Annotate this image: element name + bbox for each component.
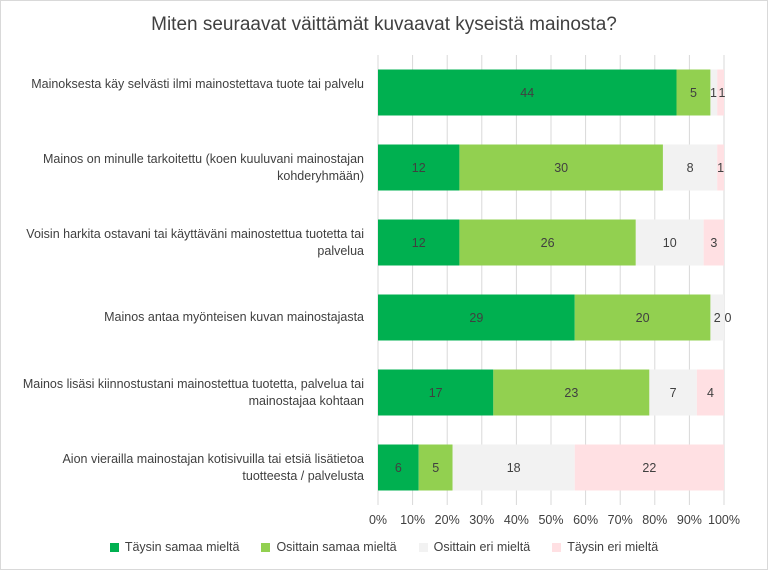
category-label: Mainos on minulle tarkoitettu (koen kuul… [42,151,364,183]
data-label: 5 [690,86,697,100]
chart-legend: Täysin samaa mieltä Osittain samaa mieltä… [0,540,768,554]
data-label: 30 [554,161,568,175]
data-label: 44 [520,86,534,100]
data-label: 12 [412,161,426,175]
legend-item: Täysin samaa mieltä [109,540,240,554]
data-label: 3 [710,236,717,250]
data-label: 2 [714,311,721,325]
data-label: 20 [636,311,650,325]
bar-segment [717,69,724,116]
bar-segment [378,444,419,491]
data-label: 22 [642,461,656,475]
x-tick-label: 20% [435,513,460,527]
data-label: 1 [717,161,724,175]
legend-item: Osittain eri mieltä [418,540,531,554]
data-label: 1 [719,86,726,100]
bar-segment [452,444,575,491]
data-label: 0 [725,311,732,325]
chart-title: Miten seuraavat väittämät kuvaavat kysei… [151,14,617,35]
x-tick-label: 90% [677,513,702,527]
data-label: 23 [564,386,578,400]
legend-swatch [261,542,271,552]
bar-segment [378,144,460,191]
data-label: 7 [670,386,677,400]
bar-segment [418,444,453,491]
legend-swatch [109,542,119,552]
x-tick-label: 40% [504,513,529,527]
legend-label: Osittain eri mieltä [433,540,531,554]
bar-segment [662,144,718,191]
bar-segment [459,144,663,191]
legend-label: Täysin eri mieltä [567,540,659,554]
data-label: 1 [710,86,717,100]
bar-segment [574,294,711,341]
data-label: 4 [707,386,714,400]
bar-segment [635,219,704,266]
bar-segment [378,369,494,416]
legend-item: Täysin eri mieltä [552,540,658,554]
bar-segment [676,69,711,116]
bar-segment [717,144,724,191]
legend-swatch [418,542,428,552]
bar-segment [493,369,650,416]
data-label: 29 [469,311,483,325]
legend-item: Osittain samaa mieltä [261,540,397,554]
bar-segment [378,294,575,341]
x-tick-label: 0% [369,513,387,527]
legend-label: Osittain samaa mieltä [276,540,397,554]
bar-segment [696,369,724,416]
category-label: Voisin harkita ostavani tai käyttäväni m… [26,226,364,258]
data-label: 26 [541,236,555,250]
x-tick-label: 60% [573,513,598,527]
bar-segment [710,69,718,116]
data-label: 18 [507,461,521,475]
data-label: 5 [432,461,439,475]
category-label: Mainos lisäsi kiinnostustani mainostettu… [22,376,364,408]
category-label: Mainos antaa myönteisen kuvan mainostaja… [104,310,364,324]
data-label: 8 [687,161,694,175]
x-tick-label: 70% [608,513,633,527]
legend-label: Täysin samaa mieltä [124,540,240,554]
data-label: 6 [395,461,402,475]
category-label: Aion vierailla mainostajan kotisivuilla … [62,451,364,483]
bar-segment [703,219,724,266]
x-tick-label: 80% [642,513,667,527]
bar-segment [378,69,677,116]
x-tick-label: 100% [708,513,740,527]
x-tick-label: 50% [538,513,563,527]
x-tick-label: 10% [400,513,425,527]
data-label: 17 [429,386,443,400]
bar-segment [710,294,724,341]
bar-segment [459,219,636,266]
bar-segment [649,369,697,416]
x-tick-label: 30% [469,513,494,527]
data-label: 12 [412,236,426,250]
legend-swatch [552,542,562,552]
bar-segment [378,219,460,266]
category-label: Mainoksesta käy selvästi ilmi mainostett… [31,76,364,91]
data-label: 10 [663,236,677,250]
bar-segment [574,444,724,491]
